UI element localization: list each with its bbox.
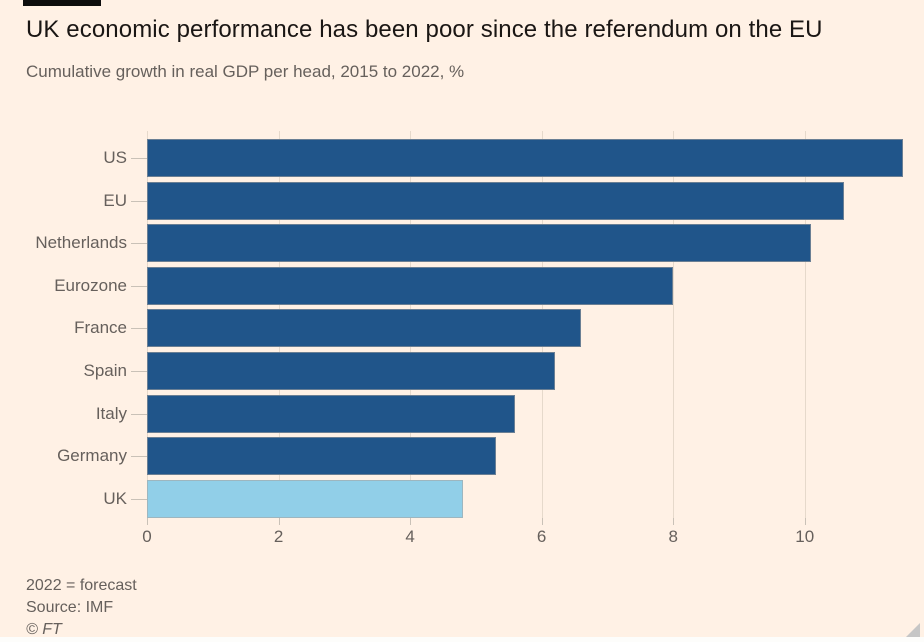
x-tick-label-10: 10 bbox=[795, 527, 815, 546]
category-label-spain: Spain bbox=[83, 361, 127, 380]
chart-title: UK economic performance has been poor si… bbox=[26, 16, 823, 43]
category-label-netherlands: Netherlands bbox=[35, 233, 127, 253]
y-tick-mark-spain bbox=[131, 371, 147, 372]
chart-footer: 2022 = forecast Source: IMF © FT bbox=[26, 575, 137, 641]
y-tick-mark-eu bbox=[131, 200, 147, 202]
chart-subtitle: Cumulative growth in real GDP per head, … bbox=[26, 62, 465, 81]
y-tick-mark-germany bbox=[131, 456, 147, 458]
ft-credit: © FT bbox=[26, 621, 62, 638]
plot-area bbox=[147, 131, 910, 525]
gridline-x-8 bbox=[673, 131, 675, 518]
x-tick-mark-4 bbox=[410, 518, 412, 525]
category-label-eurozone: Eurozone bbox=[54, 275, 127, 295]
y-tick-mark-uk bbox=[131, 498, 147, 500]
x-tick-label-8: 8 bbox=[668, 527, 678, 546]
x-tick-mark-2 bbox=[278, 518, 280, 525]
source-note: Source: IMF bbox=[26, 599, 114, 616]
y-tick-mark-netherlands bbox=[131, 243, 147, 245]
bar-eurozone bbox=[147, 266, 674, 305]
y-tick-mark-france bbox=[131, 328, 147, 330]
forecast-note: 2022 = forecast bbox=[26, 577, 137, 594]
y-tick-mark-eurozone bbox=[131, 285, 147, 287]
x-tick-label-2: 2 bbox=[273, 527, 284, 546]
category-label-italy: Italy bbox=[95, 403, 127, 423]
bar-spain bbox=[147, 352, 555, 390]
gridline-x-10 bbox=[804, 131, 806, 518]
category-label-germany: Germany bbox=[57, 446, 127, 466]
category-label-us: US bbox=[103, 148, 127, 167]
x-tick-mark-8 bbox=[673, 518, 675, 525]
category-label-uk: UK bbox=[103, 488, 127, 508]
resize-handle-icon[interactable] bbox=[906, 623, 920, 637]
bar-eu bbox=[147, 181, 845, 220]
x-tick-label-0: 0 bbox=[142, 527, 152, 546]
bar-france bbox=[147, 309, 582, 348]
bar-italy bbox=[147, 394, 516, 433]
accent-bar bbox=[23, 0, 101, 6]
bar-netherlands bbox=[147, 224, 812, 263]
x-tick-mark-10 bbox=[804, 518, 806, 525]
x-tick-label-6: 6 bbox=[536, 527, 547, 546]
bottom-strip bbox=[0, 637, 924, 642]
x-tick-label-4: 4 bbox=[405, 527, 415, 546]
bar-uk bbox=[147, 479, 463, 518]
bar-germany bbox=[147, 437, 496, 476]
bar-us bbox=[147, 139, 904, 177]
y-tick-mark-italy bbox=[131, 413, 147, 415]
y-tick-mark-us bbox=[131, 158, 147, 159]
category-label-france: France bbox=[74, 318, 127, 338]
x-tick-mark-0 bbox=[147, 518, 148, 525]
x-tick-mark-6 bbox=[541, 518, 543, 525]
category-label-eu: EU bbox=[103, 190, 127, 210]
